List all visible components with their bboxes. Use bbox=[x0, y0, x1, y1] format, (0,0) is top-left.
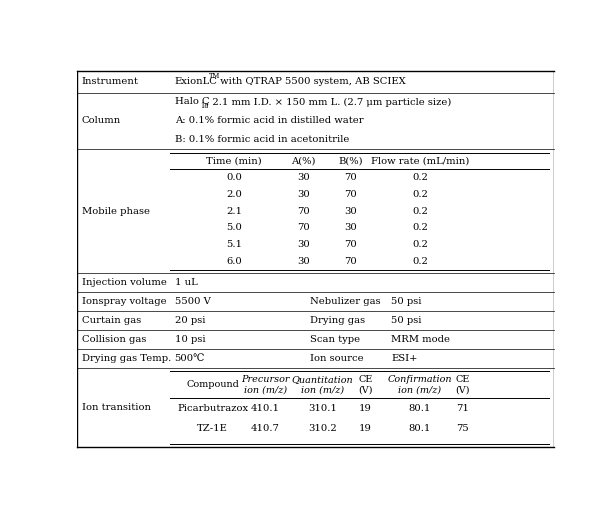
Text: Mobile phase: Mobile phase bbox=[82, 207, 149, 215]
Text: A(%): A(%) bbox=[291, 156, 315, 166]
Text: Drying gas Temp.: Drying gas Temp. bbox=[82, 353, 171, 363]
Text: Compound: Compound bbox=[186, 380, 239, 389]
Text: 18: 18 bbox=[200, 102, 209, 110]
Text: ion (m/z): ion (m/z) bbox=[301, 386, 344, 394]
Text: 70: 70 bbox=[344, 240, 357, 249]
Text: 10 psi: 10 psi bbox=[175, 335, 205, 344]
Text: Curtain gas: Curtain gas bbox=[82, 316, 141, 325]
Text: 310.2: 310.2 bbox=[308, 424, 336, 433]
Text: 80.1: 80.1 bbox=[409, 424, 431, 433]
Text: 30: 30 bbox=[344, 207, 357, 215]
Text: ESI+: ESI+ bbox=[391, 353, 418, 363]
Text: ion (m/z): ion (m/z) bbox=[244, 386, 287, 394]
Text: 19: 19 bbox=[359, 424, 371, 433]
Text: Column: Column bbox=[82, 116, 121, 125]
Text: Collision gas: Collision gas bbox=[82, 335, 146, 344]
Text: B(%): B(%) bbox=[339, 156, 363, 166]
Text: Confirmation: Confirmation bbox=[387, 375, 453, 384]
Text: 410.7: 410.7 bbox=[251, 424, 280, 433]
Text: 30: 30 bbox=[297, 257, 309, 266]
Text: CE: CE bbox=[358, 375, 373, 384]
Text: 0.2: 0.2 bbox=[412, 224, 428, 232]
Text: 2.0: 2.0 bbox=[226, 190, 242, 199]
Text: 0.2: 0.2 bbox=[412, 190, 428, 199]
Text: 70: 70 bbox=[344, 257, 357, 266]
Text: (V): (V) bbox=[456, 386, 470, 394]
Text: 50 psi: 50 psi bbox=[391, 297, 422, 306]
Text: ExionLC: ExionLC bbox=[175, 77, 218, 87]
Text: 70: 70 bbox=[344, 173, 357, 182]
Text: 2.1: 2.1 bbox=[226, 207, 242, 215]
Text: TM: TM bbox=[209, 72, 221, 80]
Text: Time (min): Time (min) bbox=[206, 156, 262, 166]
Text: (V): (V) bbox=[358, 386, 373, 394]
Text: , 2.1 mm I.D. × 150 mm L. (2.7 μm particle size): , 2.1 mm I.D. × 150 mm L. (2.7 μm partic… bbox=[206, 97, 451, 107]
Text: TZ-1E: TZ-1E bbox=[197, 424, 228, 433]
Text: 30: 30 bbox=[344, 224, 357, 232]
Text: 70: 70 bbox=[344, 190, 357, 199]
Text: 50 psi: 50 psi bbox=[391, 316, 422, 325]
Text: 71: 71 bbox=[456, 404, 469, 412]
Text: Ion transition: Ion transition bbox=[82, 403, 151, 411]
Text: 19: 19 bbox=[359, 404, 371, 412]
Text: MRM mode: MRM mode bbox=[391, 335, 450, 344]
Text: 1 uL: 1 uL bbox=[175, 278, 197, 287]
Text: Injection volume: Injection volume bbox=[82, 278, 167, 287]
Text: 6.0: 6.0 bbox=[226, 257, 242, 266]
Text: Halo C: Halo C bbox=[175, 97, 209, 107]
Text: Instrument: Instrument bbox=[82, 77, 138, 87]
Text: 0.2: 0.2 bbox=[412, 207, 428, 215]
Text: CE: CE bbox=[456, 375, 470, 384]
Text: 30: 30 bbox=[297, 173, 309, 182]
Text: B: 0.1% formic acid in acetonitrile: B: 0.1% formic acid in acetonitrile bbox=[175, 135, 349, 144]
Text: 20 psi: 20 psi bbox=[175, 316, 205, 325]
Text: A: 0.1% formic acid in distilled water: A: 0.1% formic acid in distilled water bbox=[175, 116, 363, 125]
Text: 75: 75 bbox=[456, 424, 469, 433]
Text: 0.0: 0.0 bbox=[226, 173, 242, 182]
Text: Nebulizer gas: Nebulizer gas bbox=[311, 297, 381, 306]
Text: 80.1: 80.1 bbox=[409, 404, 431, 412]
Text: 410.1: 410.1 bbox=[251, 404, 280, 412]
Text: 70: 70 bbox=[297, 207, 309, 215]
Text: Precursor: Precursor bbox=[241, 375, 290, 384]
Text: 500℃: 500℃ bbox=[175, 353, 205, 363]
Text: Ion source: Ion source bbox=[311, 353, 364, 363]
Text: 5500 V: 5500 V bbox=[175, 297, 210, 306]
Text: 30: 30 bbox=[297, 240, 309, 249]
Text: 0.2: 0.2 bbox=[412, 257, 428, 266]
Text: 70: 70 bbox=[297, 224, 309, 232]
Text: ion (m/z): ion (m/z) bbox=[399, 386, 442, 394]
Text: with QTRAP 5500 system, AB SCIEX: with QTRAP 5500 system, AB SCIEX bbox=[216, 77, 405, 87]
Text: 5.1: 5.1 bbox=[226, 240, 242, 249]
Text: Scan type: Scan type bbox=[311, 335, 360, 344]
Text: Picarbutrazox: Picarbutrazox bbox=[177, 404, 248, 412]
Text: 30: 30 bbox=[297, 190, 309, 199]
Text: 0.2: 0.2 bbox=[412, 173, 428, 182]
Text: Flow rate (mL/min): Flow rate (mL/min) bbox=[371, 156, 469, 166]
Text: 0.2: 0.2 bbox=[412, 240, 428, 249]
Text: Drying gas: Drying gas bbox=[311, 316, 365, 325]
Text: Quantitation: Quantitation bbox=[292, 375, 353, 384]
Text: 310.1: 310.1 bbox=[308, 404, 337, 412]
Text: Ionspray voltage: Ionspray voltage bbox=[82, 297, 166, 306]
Text: 5.0: 5.0 bbox=[226, 224, 242, 232]
